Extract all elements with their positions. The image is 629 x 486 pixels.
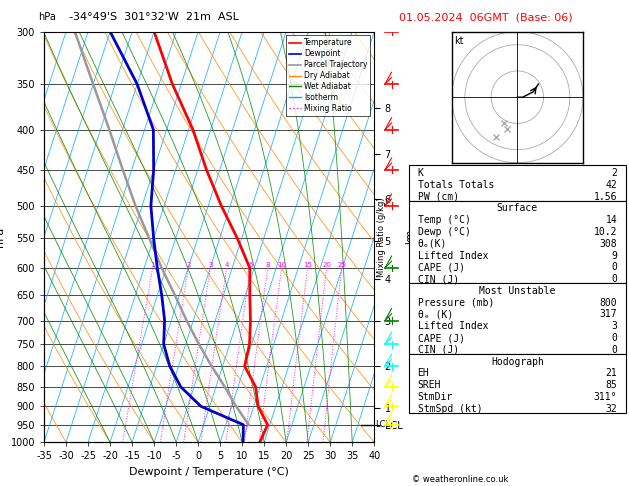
Text: 800: 800 <box>599 298 617 308</box>
Text: StmSpd (kt): StmSpd (kt) <box>418 404 482 414</box>
Text: 0: 0 <box>611 262 617 272</box>
Text: CIN (J): CIN (J) <box>418 274 459 284</box>
Text: 8: 8 <box>265 262 270 268</box>
Bar <box>409 201 626 283</box>
Text: 1.56: 1.56 <box>594 191 617 202</box>
Text: 85: 85 <box>606 380 617 390</box>
Text: 01.05.2024  06GMT  (Base: 06): 01.05.2024 06GMT (Base: 06) <box>399 12 573 22</box>
Legend: Temperature, Dewpoint, Parcel Trajectory, Dry Adiabat, Wet Adiabat, Isotherm, Mi: Temperature, Dewpoint, Parcel Trajectory… <box>286 35 370 116</box>
Text: K: K <box>418 168 423 178</box>
Text: 21: 21 <box>606 368 617 379</box>
Text: 1: 1 <box>150 262 155 268</box>
Text: © weatheronline.co.uk: © weatheronline.co.uk <box>412 474 508 484</box>
Bar <box>409 165 626 201</box>
X-axis label: Dewpoint / Temperature (°C): Dewpoint / Temperature (°C) <box>129 467 289 477</box>
Text: 311°: 311° <box>594 392 617 402</box>
Text: 6: 6 <box>248 262 253 268</box>
Text: LCL: LCL <box>376 420 391 429</box>
Text: Mixing Ratio (g/kg): Mixing Ratio (g/kg) <box>377 197 386 277</box>
Text: 2: 2 <box>186 262 191 268</box>
Y-axis label: hPa: hPa <box>0 227 5 247</box>
Text: 42: 42 <box>606 180 617 190</box>
Text: 3: 3 <box>611 321 617 331</box>
Text: 4: 4 <box>225 262 229 268</box>
Text: 9: 9 <box>611 250 617 260</box>
Text: SREH: SREH <box>418 380 441 390</box>
Text: StmDir: StmDir <box>418 392 453 402</box>
Text: θₑ (K): θₑ (K) <box>418 310 453 319</box>
Text: Totals Totals: Totals Totals <box>418 180 494 190</box>
Text: 3: 3 <box>208 262 213 268</box>
Text: 0: 0 <box>611 345 617 355</box>
Text: kt: kt <box>454 35 464 46</box>
Text: -34°49'S  301°32'W  21m  ASL: -34°49'S 301°32'W 21m ASL <box>69 12 239 22</box>
Text: Temp (°C): Temp (°C) <box>418 215 470 225</box>
Text: 32: 32 <box>606 404 617 414</box>
Text: Lifted Index: Lifted Index <box>418 321 488 331</box>
Text: PW (cm): PW (cm) <box>418 191 459 202</box>
Bar <box>409 283 626 354</box>
Text: 10.2: 10.2 <box>594 227 617 237</box>
Text: Surface: Surface <box>497 203 538 213</box>
Text: 25: 25 <box>337 262 346 268</box>
Text: CAPE (J): CAPE (J) <box>418 333 465 343</box>
Text: 10: 10 <box>277 262 286 268</box>
Text: EH: EH <box>418 368 429 379</box>
Text: hPa: hPa <box>38 12 55 22</box>
Text: Most Unstable: Most Unstable <box>479 286 555 296</box>
Text: Hodograph: Hodograph <box>491 357 544 366</box>
Text: 0: 0 <box>611 333 617 343</box>
Y-axis label: km
ASL: km ASL <box>405 228 427 246</box>
Text: CAPE (J): CAPE (J) <box>418 262 465 272</box>
Text: Dewp (°C): Dewp (°C) <box>418 227 470 237</box>
Bar <box>409 354 626 413</box>
Text: Lifted Index: Lifted Index <box>418 250 488 260</box>
Text: 15: 15 <box>303 262 312 268</box>
Text: 317: 317 <box>599 310 617 319</box>
Text: 0: 0 <box>611 274 617 284</box>
Text: θₑ(K): θₑ(K) <box>418 239 447 249</box>
Text: 2: 2 <box>611 168 617 178</box>
Text: CIN (J): CIN (J) <box>418 345 459 355</box>
Text: Pressure (mb): Pressure (mb) <box>418 298 494 308</box>
Text: 14: 14 <box>606 215 617 225</box>
Text: 20: 20 <box>322 262 331 268</box>
Text: 308: 308 <box>599 239 617 249</box>
